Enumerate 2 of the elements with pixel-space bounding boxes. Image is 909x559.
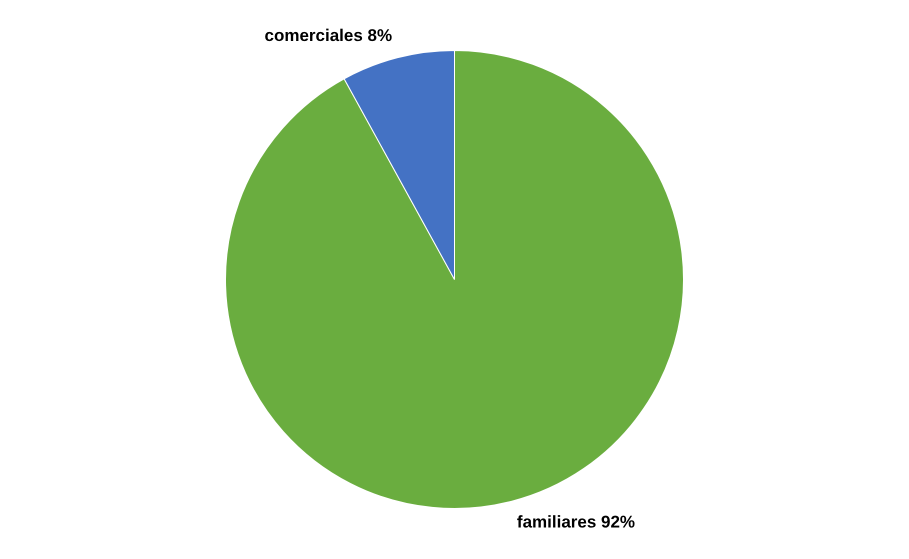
slice-label: comerciales 8% — [264, 26, 392, 46]
slice-label: familiares 92% — [516, 512, 636, 532]
